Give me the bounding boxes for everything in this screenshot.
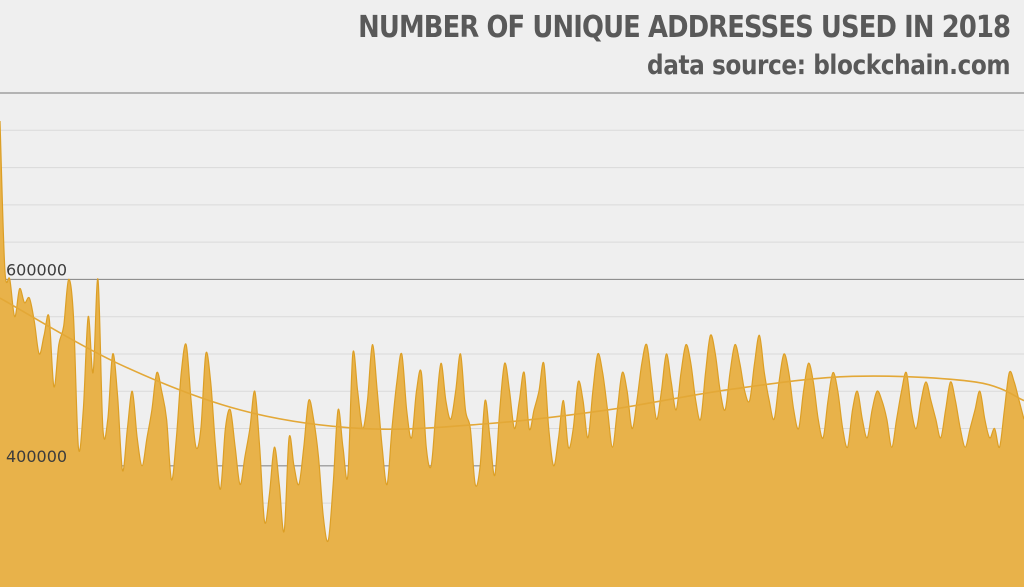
chart-title: NUMBER OF UNIQUE ADDRESSES USED IN 2018	[357, 10, 1011, 45]
trend-line	[0, 297, 1024, 431]
gridlines	[0, 92, 1024, 579]
area-line	[0, 120, 1024, 543]
chart-subtitle: data source: blockchain.com	[646, 50, 1011, 81]
y-tick-label: 400000	[6, 447, 67, 466]
series-area	[0, 120, 1024, 587]
series-trend	[0, 297, 1024, 431]
y-axis-ticks: 400000 600000	[6, 260, 67, 465]
area-fill	[0, 120, 1024, 587]
y-tick-label: 600000	[6, 260, 67, 279]
title-block: NUMBER OF UNIQUE ADDRESSES USED IN 2018 …	[252, 8, 1011, 84]
